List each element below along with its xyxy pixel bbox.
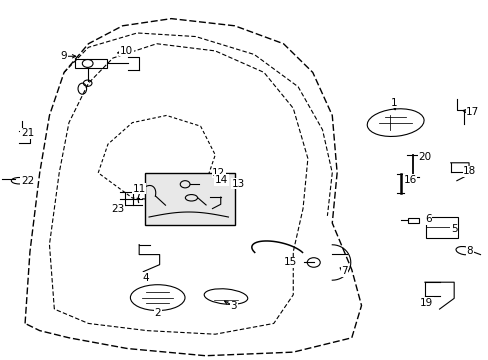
Text: 2: 2 [154, 309, 161, 318]
Text: 17: 17 [465, 107, 478, 117]
Text: 1: 1 [390, 98, 397, 108]
Text: 11: 11 [132, 184, 145, 194]
Text: 8: 8 [466, 246, 472, 256]
Text: 15: 15 [283, 257, 296, 267]
Text: 9: 9 [61, 51, 67, 61]
Bar [426, 217, 457, 238]
Bar [75, 59, 107, 68]
Text: 20: 20 [418, 152, 430, 162]
Bar [144, 173, 234, 225]
Text: 18: 18 [462, 166, 475, 176]
Text: 19: 19 [419, 298, 432, 308]
Text: 3: 3 [230, 301, 237, 311]
Text: 21: 21 [21, 129, 34, 138]
Text: 13: 13 [231, 179, 244, 189]
Bar [407, 218, 418, 223]
Text: 7: 7 [341, 266, 347, 276]
Text: 12: 12 [212, 168, 225, 178]
Text: 16: 16 [403, 175, 416, 185]
Text: 10: 10 [120, 46, 133, 56]
Text: 23: 23 [111, 204, 124, 215]
Text: 6: 6 [424, 215, 431, 224]
Text: 22: 22 [21, 176, 34, 186]
Text: 4: 4 [142, 273, 149, 283]
Text: 14: 14 [215, 175, 228, 185]
Text: 5: 5 [450, 225, 457, 234]
